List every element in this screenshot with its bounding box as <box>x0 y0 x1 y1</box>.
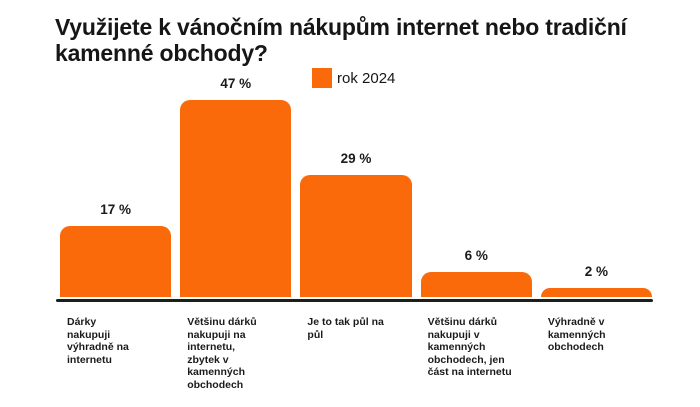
value-label: 6 % <box>464 248 488 263</box>
legend-swatch-icon <box>312 68 332 88</box>
bar-plot-area: 17 % 47 % 29 % 6 % 2 % <box>60 60 653 297</box>
bar-column: 6 % <box>420 248 532 297</box>
bar-column: 29 % <box>300 151 412 297</box>
category-label: Většinu dárků nakupuji v kamenných obcho… <box>427 316 512 379</box>
category-label: Většinu dárků nakupuji na internetu, zby… <box>187 316 257 391</box>
chart-title: Využijete k vánočním nákupům internet ne… <box>55 14 627 66</box>
value-label: 2 % <box>584 264 609 279</box>
bar-column: 17 % <box>60 202 172 297</box>
category-label: Je to tak půl na půl <box>307 316 384 341</box>
legend-label: rok 2024 <box>337 69 396 87</box>
value-label: 47 % <box>220 76 252 91</box>
bar <box>540 288 653 297</box>
chart-legend: rok 2024 <box>312 68 395 88</box>
category-labels-row: Dárky nakupuji výhradně na internetu Vět… <box>60 316 652 392</box>
x-axis-line <box>56 299 653 302</box>
value-label: 17 % <box>100 202 131 217</box>
category-label: Dárky nakupuji výhradně na internetu <box>67 316 129 366</box>
bar <box>180 100 292 297</box>
bar <box>420 272 532 297</box>
bar-column: 2 % <box>540 264 653 297</box>
bar <box>60 226 172 297</box>
bar-column: 47 % <box>180 76 292 297</box>
category-label: Výhradně v kamenných obchodech <box>547 316 606 354</box>
value-label: 29 % <box>340 151 372 166</box>
bar <box>300 175 412 297</box>
